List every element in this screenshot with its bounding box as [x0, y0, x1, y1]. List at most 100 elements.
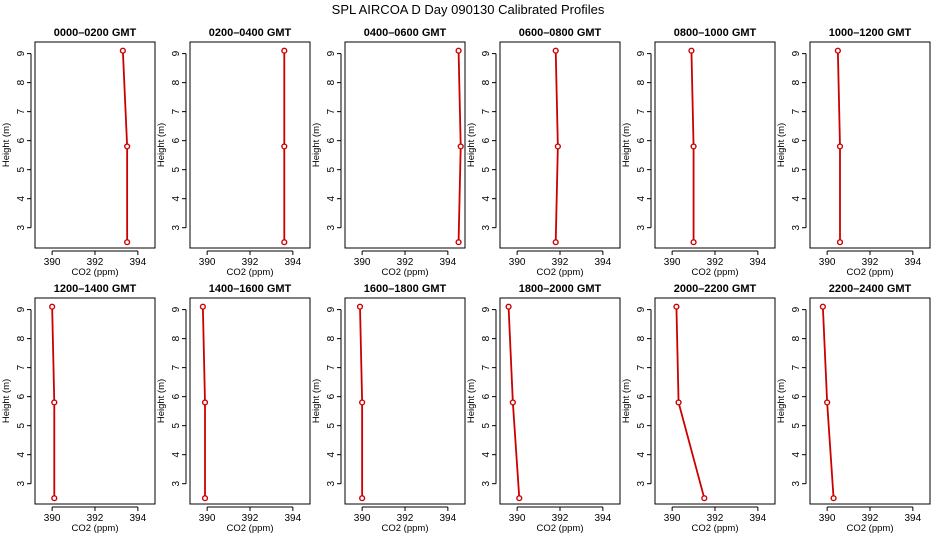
panel-10: 1800–2000 GMT 390 392 394 CO2 (ppm) 3 4 5 6 7 8 9 He…	[466, 283, 621, 534]
plot-frame	[809, 41, 931, 249]
y-tick-label: 3	[326, 224, 337, 230]
y-tick-label: 7	[791, 364, 802, 370]
y-axis-label: Height (m)	[156, 379, 167, 423]
x-tick-label: 394	[750, 257, 767, 268]
x-tick-label: 390	[44, 513, 61, 524]
plot-frame	[34, 297, 156, 505]
panel-2: 0200–0400 GMT 390 392 394 CO2 (ppm) 3 4 5 6 7 8 9 He…	[156, 27, 311, 278]
x-tick-label: 392	[397, 513, 414, 524]
profile-point	[688, 47, 695, 54]
x-axis: 390 392 394 CO2 (ppm)	[819, 506, 922, 534]
y-tick-label: 7	[791, 108, 802, 114]
panel-title: 1200–1400 GMT	[54, 283, 137, 295]
panel-11: 2000–2200 GMT 390 392 394 CO2 (ppm) 3 4 5 6 7 8 9 He…	[621, 283, 776, 534]
x-axis: 390 392 394 CO2 (ppm)	[44, 506, 147, 534]
profile-point	[552, 239, 559, 246]
x-tick-label: 390	[354, 513, 371, 524]
profile-point	[124, 239, 131, 246]
y-tick-label: 4	[16, 195, 27, 201]
panel-5: 0800–1000 GMT 390 392 394 CO2 (ppm) 3 4 5 6 7 8 9 He…	[621, 27, 776, 278]
y-tick-label: 3	[481, 224, 492, 230]
y-axis: 3 4 5 6 7 8 9 Height (m)	[311, 50, 342, 230]
profile-point	[505, 303, 512, 310]
x-tick-label: 390	[199, 257, 216, 268]
y-axis: 3 4 5 6 7 8 9 Height (m)	[156, 50, 187, 230]
profile-point	[455, 239, 462, 246]
y-tick-label: 5	[16, 422, 27, 428]
profile-point	[509, 399, 516, 406]
x-tick-label: 390	[44, 257, 61, 268]
y-axis-label: Height (m)	[621, 123, 632, 167]
x-axis: 390 392 394 CO2 (ppm)	[819, 250, 922, 278]
y-tick-label: 9	[481, 50, 492, 56]
x-tick-label: 394	[285, 513, 302, 524]
y-tick-label: 9	[326, 50, 337, 56]
plot-frame	[189, 41, 311, 249]
x-axis: 390 392 394 CO2 (ppm)	[199, 506, 302, 534]
y-tick-label: 8	[16, 335, 27, 341]
x-tick-label: 390	[509, 513, 526, 524]
x-tick-label: 394	[595, 513, 612, 524]
y-tick-label: 6	[481, 137, 492, 143]
y-tick-label: 4	[636, 451, 647, 457]
y-tick-label: 5	[791, 166, 802, 172]
x-axis: 390 392 394 CO2 (ppm)	[664, 506, 767, 534]
x-axis-label: CO2 (ppm)	[72, 267, 119, 278]
y-tick-label: 9	[326, 306, 337, 312]
y-tick-label: 5	[326, 422, 337, 428]
y-tick-label: 6	[481, 393, 492, 399]
profile-point	[819, 303, 826, 310]
y-tick-label: 8	[636, 79, 647, 85]
y-tick-label: 4	[481, 195, 492, 201]
panel-title: 0400–0600 GMT	[364, 27, 447, 39]
y-tick-label: 4	[481, 451, 492, 457]
y-axis: 3 4 5 6 7 8 9 Height (m)	[621, 50, 652, 230]
panel-title: 1400–1600 GMT	[209, 283, 292, 295]
panel-title: 1800–2000 GMT	[519, 283, 602, 295]
panel-title: 1000–1200 GMT	[829, 27, 912, 39]
y-axis-label: Height (m)	[621, 379, 632, 423]
x-axis: 390 392 394 CO2 (ppm)	[354, 250, 457, 278]
x-axis-label: CO2 (ppm)	[692, 523, 739, 534]
y-tick-label: 4	[171, 451, 182, 457]
profile-point	[281, 47, 288, 54]
y-tick-label: 4	[171, 195, 182, 201]
profile-point	[554, 143, 561, 150]
plot-frame	[344, 41, 466, 249]
x-tick-label: 392	[707, 257, 724, 268]
profile-point	[201, 495, 209, 502]
y-tick-label: 4	[791, 195, 802, 201]
y-tick-label: 3	[16, 480, 27, 486]
y-axis-label: Height (m)	[311, 123, 322, 167]
x-tick-label: 390	[664, 257, 681, 268]
profile-point	[457, 143, 464, 150]
x-axis: 390 392 394 CO2 (ppm)	[509, 506, 612, 534]
y-axis-label: Height (m)	[1, 379, 12, 423]
x-axis-label: CO2 (ppm)	[847, 523, 894, 534]
plot-frame	[809, 297, 931, 505]
x-axis-label: CO2 (ppm)	[537, 267, 584, 278]
panel-title: 0600–0800 GMT	[519, 27, 602, 39]
y-tick-label: 7	[636, 364, 647, 370]
y-tick-label: 6	[171, 137, 182, 143]
x-axis-label: CO2 (ppm)	[227, 523, 274, 534]
y-tick-label: 6	[791, 393, 802, 399]
figure-title: SPL AIRCOA D Day 090130 Calibrated Profi…	[332, 2, 605, 17]
profile-point	[516, 495, 523, 502]
y-tick-label: 4	[326, 451, 337, 457]
panel-7: 1200–1400 GMT 390 392 394 CO2 (ppm) 3 4 5 6 7 8 9 He…	[1, 283, 156, 534]
plot-frame	[654, 41, 776, 249]
y-tick-label: 9	[481, 306, 492, 312]
y-tick-label: 4	[326, 195, 337, 201]
x-tick-label: 392	[87, 513, 104, 524]
y-tick-label: 7	[171, 108, 182, 114]
y-tick-label: 9	[636, 306, 647, 312]
x-tick-label: 392	[242, 513, 259, 524]
y-tick-label: 3	[636, 480, 647, 486]
profile-point	[51, 495, 58, 502]
y-axis-label: Height (m)	[466, 379, 477, 423]
profile-point	[49, 303, 56, 310]
y-axis-label: Height (m)	[156, 123, 167, 167]
y-tick-label: 7	[171, 364, 182, 370]
y-tick-label: 8	[326, 335, 337, 341]
